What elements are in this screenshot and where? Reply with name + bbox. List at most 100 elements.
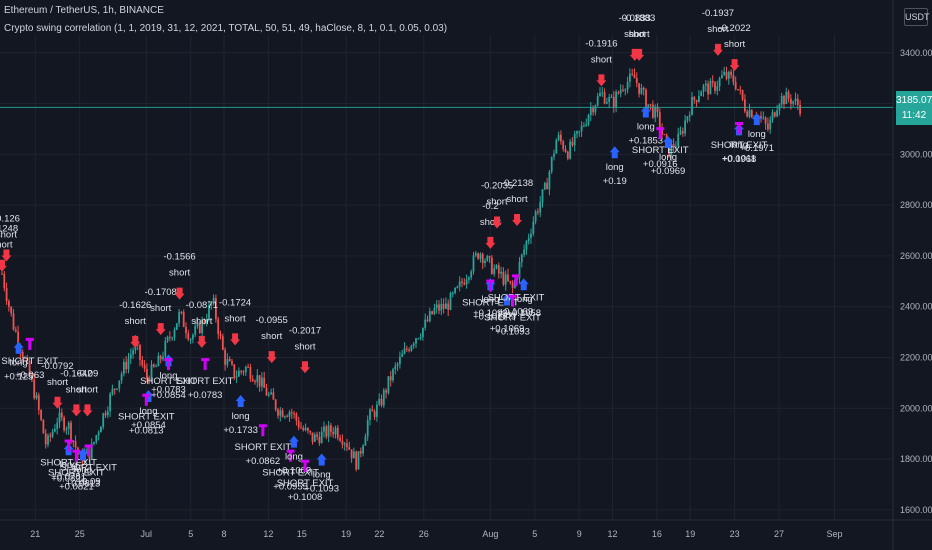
signal-long: long +0.0969 — [651, 136, 685, 177]
signal-label: long — [515, 294, 533, 305]
candle-body — [288, 412, 291, 417]
signal-exit: SHORT EXIT +0.0968 — [711, 122, 768, 165]
signal-value: -0.1248 — [0, 224, 18, 235]
candle-body — [578, 131, 581, 133]
candle-body — [527, 237, 530, 242]
candle-body — [760, 116, 762, 119]
candle-body — [173, 329, 176, 338]
price-tick-label: 2000.00 — [900, 403, 932, 413]
currency-button[interactable]: USDT — [904, 8, 930, 26]
signal-label: SHORT EXIT — [118, 412, 175, 423]
candle-body — [26, 357, 29, 361]
candle-body — [169, 336, 171, 338]
candle-body — [364, 436, 367, 446]
candle-body — [615, 92, 617, 108]
signal-label: short — [125, 316, 146, 327]
price-tick-label: 2800.00 — [900, 200, 932, 210]
candle-body — [297, 420, 300, 428]
candle-body — [458, 281, 461, 287]
candle-body — [534, 211, 537, 222]
candle-body — [523, 249, 525, 255]
candle-body — [704, 83, 707, 86]
candle-body — [166, 336, 169, 341]
candle-body — [343, 443, 346, 445]
candle-body — [180, 311, 183, 313]
candle-body — [428, 311, 431, 322]
candle-body — [1, 273, 3, 275]
candle-body — [557, 134, 560, 140]
candle-body — [334, 427, 337, 435]
signal-value: +0.0813 — [66, 478, 101, 489]
candle-body — [601, 92, 604, 94]
signal-exit: SHORT EXIT +0.0955 — [262, 449, 319, 493]
candle-body — [146, 368, 148, 378]
candle-body — [633, 74, 636, 79]
indicator-legend[interactable]: Crypto swing correlation (1, 1, 2019, 31… — [4, 23, 448, 34]
candle-body — [249, 366, 252, 380]
signal-label: short — [724, 39, 745, 50]
candle-body — [698, 96, 700, 102]
candle-body — [691, 97, 693, 116]
candle-body — [318, 436, 321, 444]
short-arrow-icon — [596, 74, 607, 87]
candle-body — [226, 359, 229, 365]
signal-value: +0.1008 — [288, 492, 323, 503]
candle-body — [647, 104, 650, 108]
candle-body — [14, 329, 17, 332]
short-arrow-icon — [1, 249, 12, 262]
signal-label: SHORT EXIT — [48, 468, 105, 479]
candle-body — [341, 440, 344, 445]
candle-body — [270, 392, 272, 395]
time-tick-label: 15 — [297, 529, 307, 539]
candle-body — [750, 110, 753, 118]
signal-value: +0.0862 — [246, 456, 281, 467]
price-tick-label: 2400.00 — [900, 302, 932, 312]
symbol-title[interactable]: Ethereum / TetherUS, 1h, BINANCE — [4, 5, 164, 16]
signal-value: -0.2 — [482, 201, 498, 212]
signal-value: +0.0821 — [51, 473, 86, 484]
candle-body — [539, 202, 542, 213]
signal-value: +0.1011 — [722, 153, 756, 164]
signal-label: long — [285, 452, 303, 463]
candle-body — [56, 422, 59, 429]
signal-value: +0.1958 — [506, 308, 541, 319]
candle-body — [357, 451, 360, 470]
candle-body — [762, 117, 765, 119]
short-arrow-icon — [82, 404, 93, 417]
price-tick-label: 3000.00 — [900, 149, 932, 159]
candle-body — [562, 141, 565, 150]
signal-value: +0.1971 — [739, 143, 774, 154]
long-arrow-icon — [316, 453, 327, 466]
signal-value: +0.1093 — [495, 327, 530, 338]
candle-body — [178, 311, 180, 324]
signal-label: long — [637, 122, 655, 133]
candle-body — [116, 388, 118, 390]
candle-body — [35, 395, 38, 399]
candle-body — [585, 124, 588, 126]
signal-label: long — [730, 139, 748, 150]
signal-exit: SHORT EXIT+0.0821 — [48, 449, 105, 493]
signal-label: short — [591, 54, 612, 65]
signal-label: long — [313, 469, 331, 480]
long-arrow-icon — [751, 113, 762, 126]
candle-body — [189, 339, 192, 341]
candle-body — [617, 92, 620, 94]
candle-body — [656, 106, 659, 112]
candle-body — [380, 398, 383, 406]
signal-label: short — [191, 316, 212, 327]
candle-body — [203, 320, 206, 323]
candle-body — [228, 359, 231, 362]
candle-body — [481, 253, 484, 264]
candle-body — [626, 81, 629, 90]
signal-label: long — [748, 129, 766, 140]
candle-body — [589, 107, 592, 116]
signal-label: short — [169, 268, 190, 279]
time-tick-label: 5 — [188, 529, 193, 539]
exit-marker-icon — [486, 279, 495, 292]
candle-body — [799, 104, 801, 114]
candle-body — [293, 413, 295, 415]
time-axis: 21 25 Jul 5 8 12 15 19 22 26 Aug 5 9 12 16 19 23 27 Sep — [30, 529, 842, 539]
candle-body — [417, 338, 420, 340]
candle-body — [104, 413, 107, 416]
